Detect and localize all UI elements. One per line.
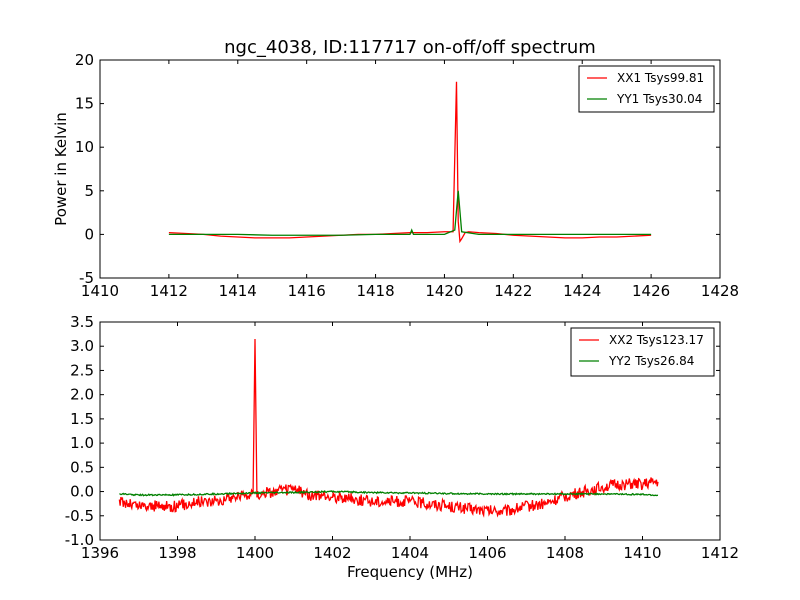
x-tick-label: 1422 (494, 282, 532, 300)
y-tick-label: 0.0 (70, 483, 94, 501)
x-tick-label: 1418 (356, 282, 394, 300)
x-axis-label: Frequency (MHz) (347, 563, 473, 581)
x-tick-label: 1424 (563, 282, 601, 300)
x-tick-label: 1414 (219, 282, 257, 300)
legend-label: XX2 Tsys123.17 (609, 333, 704, 347)
y-tick-label: 0.5 (70, 458, 94, 476)
y-tick-label: 10 (75, 138, 94, 156)
legend-box (570, 327, 715, 377)
x-tick-label: 1404 (391, 544, 429, 562)
x-tick-label: 1402 (313, 544, 351, 562)
x-tick-label: 1428 (701, 282, 739, 300)
y-axis-label: Power in Kelvin (52, 112, 70, 226)
y-tick-label: 0 (84, 225, 94, 243)
series-line-1 (118, 338, 659, 518)
x-tick-label: 1420 (425, 282, 463, 300)
y-tick-label: -1.0 (65, 531, 94, 549)
x-tick-label: 1416 (288, 282, 326, 300)
y-tick-label: 3.0 (70, 337, 94, 355)
plot-frame (99, 59, 721, 279)
x-tick-label: 1406 (468, 544, 506, 562)
y-tick-label: 15 (75, 95, 94, 113)
bottom-panel: 1396 1398 1400 1402 1404 1406 1408 1410 1412 -1.0… (65, 313, 739, 562)
x-tick-label: 1412 (150, 282, 188, 300)
figure-title: ngc_4038, ID:117717 on-off/off spectrum (224, 37, 596, 58)
y-tick-label: 20 (75, 51, 94, 69)
y-tick-label: 5 (84, 182, 94, 200)
series-line-2 (168, 190, 652, 236)
legend-label: XX1 Tsys99.81 (617, 71, 704, 85)
series-line-2 (119, 490, 659, 497)
y-tick-label: -0.5 (65, 507, 94, 525)
x-tick-label: 1410 (81, 282, 119, 300)
y-tick-label: 1.0 (70, 434, 94, 452)
y-tick-label: 2.0 (70, 386, 94, 404)
y-tick-label: 3.5 (70, 313, 94, 331)
x-tick-label: 1410 (623, 544, 661, 562)
x-tick-label: 1426 (632, 282, 670, 300)
y-tick-label: 2.5 (70, 361, 94, 379)
y-tick-label: 1.5 (70, 410, 94, 428)
y-tick-label: -5 (79, 269, 94, 287)
x-tick-label: 1412 (701, 544, 739, 562)
legend-label: YY2 Tsys26.84 (608, 354, 694, 368)
legend-box (578, 65, 715, 113)
top-panel: 1410 1412 1414 1416 1418 1420 1422 1424 1426 1428… (75, 51, 739, 300)
series-line-1 (168, 81, 652, 244)
x-tick-label: 1408 (546, 544, 584, 562)
x-tick-label: 1400 (236, 544, 274, 562)
legend-label: YY1 Tsys30.04 (616, 92, 702, 106)
x-tick-label: 1396 (81, 544, 119, 562)
x-tick-label: 1398 (158, 544, 196, 562)
